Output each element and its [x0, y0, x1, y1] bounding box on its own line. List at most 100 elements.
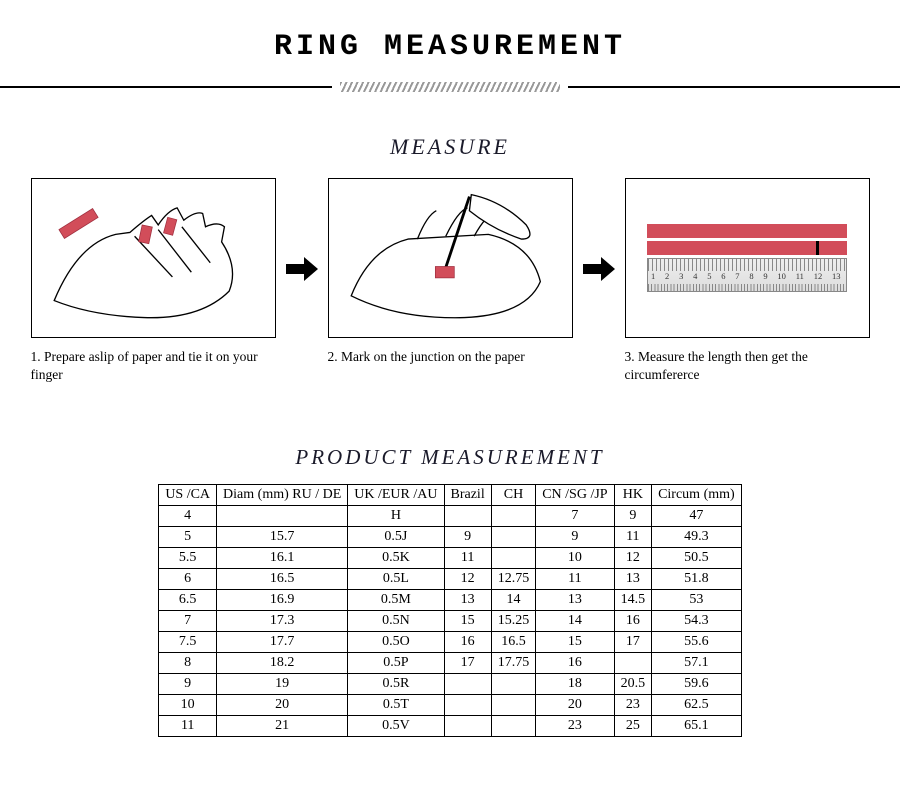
ruler-number: 3	[679, 271, 683, 281]
table-cell	[491, 716, 536, 737]
table-body: 4H7947515.70.5J991149.35.516.10.5K111012…	[159, 506, 741, 737]
step-3-illustration: 12345678910111213	[625, 178, 870, 338]
table-head: US /CADiam (mm) RU / DEUK /EUR /AUBrazil…	[159, 485, 741, 506]
table-cell: H	[348, 506, 444, 527]
table-cell: 20	[217, 695, 348, 716]
table-cell	[217, 506, 348, 527]
table-cell: 11	[444, 548, 491, 569]
table-cell: 7	[536, 506, 614, 527]
table-cell: 7	[159, 611, 217, 632]
divider-line-left	[0, 86, 332, 88]
divider-hatch	[340, 82, 560, 92]
table-cell: 17.3	[217, 611, 348, 632]
table-cell: 7.5	[159, 632, 217, 653]
ruler-number: 5	[707, 271, 711, 281]
table-cell: 9	[444, 527, 491, 548]
table-cell: 12.75	[491, 569, 536, 590]
ruler-number: 4	[693, 271, 697, 281]
table-cell: 9	[614, 506, 652, 527]
table-cell: 55.6	[652, 632, 742, 653]
table-cell: 5.5	[159, 548, 217, 569]
table-cell: 16.5	[217, 569, 348, 590]
table-cell: 14	[491, 590, 536, 611]
ruler-number: 11	[796, 271, 804, 281]
table-cell: 4	[159, 506, 217, 527]
ruler-number: 6	[721, 271, 725, 281]
table-cell: 10	[159, 695, 217, 716]
table-cell: 0.5J	[348, 527, 444, 548]
table-cell: 12	[614, 548, 652, 569]
table-cell: 13	[614, 569, 652, 590]
table-row: 9190.5R1820.559.6	[159, 674, 741, 695]
measure-heading: MEASURE	[0, 134, 900, 160]
ruler-number: 8	[749, 271, 753, 281]
table-cell: 13	[536, 590, 614, 611]
table-cell: 0.5V	[348, 716, 444, 737]
table-cell: 20.5	[614, 674, 652, 695]
table-row: 4H7947	[159, 506, 741, 527]
table-cell: 15.25	[491, 611, 536, 632]
step-1-caption: 1. Prepare aslip of paper and tie it on …	[31, 348, 276, 383]
table-cell: 15.7	[217, 527, 348, 548]
table-cell: 59.6	[652, 674, 742, 695]
table-cell: 62.5	[652, 695, 742, 716]
table-cell	[491, 506, 536, 527]
arrow-icon	[579, 256, 619, 282]
table-cell: 6	[159, 569, 217, 590]
table-cell: 21	[217, 716, 348, 737]
table-cell: 53	[652, 590, 742, 611]
step-3-caption: 3. Measure the length then get the circu…	[625, 348, 870, 383]
size-table: US /CADiam (mm) RU / DEUK /EUR /AUBrazil…	[158, 484, 741, 737]
table-cell: 0.5P	[348, 653, 444, 674]
table-cell: 16.5	[491, 632, 536, 653]
table-cell: 8	[159, 653, 217, 674]
table-cell: 17	[614, 632, 652, 653]
table-cell: 11	[536, 569, 614, 590]
step-1-illustration	[31, 178, 276, 338]
table-cell	[491, 695, 536, 716]
table-cell: 11	[614, 527, 652, 548]
step-2-caption: 2. Mark on the junction on the paper	[328, 348, 573, 366]
table-row: 717.30.5N1515.25141654.3	[159, 611, 741, 632]
table-header-cell: Circum (mm)	[652, 485, 742, 506]
table-cell	[491, 527, 536, 548]
ruler-number: 9	[763, 271, 767, 281]
table-row: 616.50.5L1212.75111351.8	[159, 569, 741, 590]
table-cell: 16	[536, 653, 614, 674]
table-cell: 18.2	[217, 653, 348, 674]
table-cell: 18	[536, 674, 614, 695]
table-cell: 17.7	[217, 632, 348, 653]
ruler-number: 2	[665, 271, 669, 281]
table-row: 10200.5T202362.5	[159, 695, 741, 716]
ruler-number: 10	[777, 271, 786, 281]
table-row: 6.516.90.5M13141314.553	[159, 590, 741, 611]
table-header-cell: Diam (mm) RU / DE	[217, 485, 348, 506]
table-cell: 0.5R	[348, 674, 444, 695]
ruler-numbers: 12345678910111213	[651, 271, 846, 281]
strip-mark	[816, 241, 819, 255]
table-cell: 0.5K	[348, 548, 444, 569]
table-cell: 11	[159, 716, 217, 737]
table-cell: 14	[536, 611, 614, 632]
table-row: 7.517.70.5O1616.5151755.6	[159, 632, 741, 653]
table-cell: 20	[536, 695, 614, 716]
table-header-cell: US /CA	[159, 485, 217, 506]
table-cell	[444, 506, 491, 527]
table-cell: 16	[614, 611, 652, 632]
table-row: 5.516.10.5K11101250.5	[159, 548, 741, 569]
table-cell: 25	[614, 716, 652, 737]
table-cell: 50.5	[652, 548, 742, 569]
hand-wrap-icon	[40, 187, 267, 329]
table-cell: 57.1	[652, 653, 742, 674]
table-cell	[491, 548, 536, 569]
table-cell: 0.5N	[348, 611, 444, 632]
table-cell: 6.5	[159, 590, 217, 611]
table-cell: 19	[217, 674, 348, 695]
table-cell: 0.5M	[348, 590, 444, 611]
table-header-cell: CN /SG /JP	[536, 485, 614, 506]
table-row: 515.70.5J991149.3	[159, 527, 741, 548]
divider-line-right	[568, 86, 900, 88]
step-2: 2. Mark on the junction on the paper	[328, 178, 573, 366]
table-cell: 5	[159, 527, 217, 548]
table-row: 11210.5V232565.1	[159, 716, 741, 737]
